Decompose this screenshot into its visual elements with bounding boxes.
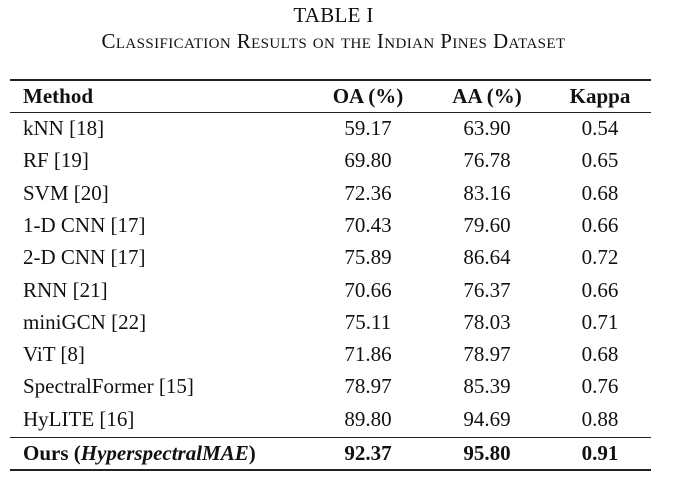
cell-method: RNN [21] [23, 277, 108, 302]
cell-kappa: 0.76 [581, 374, 619, 399]
cell-oa: 69.80 [344, 148, 392, 173]
cell-oa: 78.97 [344, 374, 392, 399]
cell-aa: 94.69 [463, 406, 511, 431]
cell-aa: 76.78 [463, 148, 511, 173]
top-rule [10, 79, 651, 81]
cell-aa: 78.03 [463, 309, 511, 334]
cell-kappa: 0.72 [581, 245, 619, 270]
table-row: 1-D CNN [17] 70.43 79.60 0.66 [0, 210, 693, 240]
cell-oa: 75.89 [344, 245, 392, 270]
ours-oa: 92.37 [344, 441, 392, 465]
cell-aa: 76.37 [463, 277, 511, 302]
header-method: Method [23, 84, 93, 108]
table-row: 2-D CNN [17] 75.89 86.64 0.72 [0, 242, 693, 272]
ours-rule [10, 437, 651, 438]
cell-oa: 89.80 [344, 406, 392, 431]
cell-oa: 70.66 [344, 277, 392, 302]
ours-method-suffix: ) [248, 441, 256, 465]
cell-method: ViT [8] [23, 342, 85, 367]
table-row: SpectralFormer [15] 78.97 85.39 0.76 [0, 371, 693, 401]
cell-method: SpectralFormer [15] [23, 374, 194, 399]
ours-kappa: 0.91 [581, 441, 619, 465]
cell-method: SVM [20] [23, 180, 109, 205]
cell-kappa: 0.68 [581, 342, 619, 367]
cell-aa: 63.90 [463, 116, 511, 140]
cell-aa: 85.39 [463, 374, 511, 399]
cell-oa: 59.17 [344, 116, 392, 140]
cell-method: RF [19] [23, 148, 89, 173]
table-row: RF [19] 69.80 76.78 0.65 [0, 145, 693, 175]
table-label: TABLE I [293, 3, 374, 27]
cell-kappa: 0.88 [581, 406, 619, 431]
header-aa: AA (%) [452, 84, 522, 108]
cell-aa: 78.97 [463, 342, 511, 367]
cell-kappa: 0.71 [581, 309, 619, 334]
cell-kappa: 0.66 [581, 212, 619, 237]
cell-aa: 86.64 [463, 245, 511, 270]
table-row: SVM [20] 72.36 83.16 0.68 [0, 178, 693, 208]
cell-oa: 70.43 [344, 212, 392, 237]
cell-method: HyLITE [16] [23, 406, 135, 431]
cell-kappa: 0.66 [581, 277, 619, 302]
ours-aa: 95.80 [463, 441, 511, 465]
cell-kappa: 0.54 [581, 116, 619, 140]
ours-method: Ours (HyperspectralMAE) [23, 438, 256, 468]
ours-method-prefix: Ours ( [23, 441, 81, 465]
header-kappa: Kappa [569, 84, 631, 108]
header-oa: OA (%) [332, 84, 404, 108]
cell-oa: 71.86 [344, 342, 392, 367]
bottom-rule [10, 469, 651, 471]
cell-oa: 72.36 [344, 180, 392, 205]
table-row: ViT [8] 71.86 78.97 0.68 [0, 339, 693, 369]
cell-method: miniGCN [22] [23, 309, 147, 334]
table-caption: Classification Results on the Indian Pin… [101, 29, 566, 53]
ours-method-name: HyperspectralMAE [80, 441, 249, 465]
cell-method: 2-D CNN [17] [23, 245, 146, 270]
table-row-ours: Ours (HyperspectralMAE) 92.37 95.80 0.91 [0, 438, 693, 468]
header-rule [10, 112, 651, 113]
table-row: RNN [21] 70.66 76.37 0.66 [0, 275, 693, 305]
cell-aa: 79.60 [463, 212, 511, 237]
cell-aa: 83.16 [463, 180, 511, 205]
cell-kappa: 0.65 [581, 148, 619, 173]
cell-kappa: 0.68 [581, 180, 619, 205]
header-row: Method OA (%) AA (%) Kappa [0, 81, 693, 111]
cell-oa: 75.11 [344, 309, 392, 334]
cell-method: kNN [18] [23, 116, 105, 140]
table-row: miniGCN [22] 75.11 78.03 0.71 [0, 307, 693, 337]
cell-method: 1-D CNN [17] [23, 212, 146, 237]
table-row: kNN [18] 59.17 63.90 0.54 [0, 113, 693, 143]
table-row: HyLITE [16] 89.80 94.69 0.88 [0, 404, 693, 434]
